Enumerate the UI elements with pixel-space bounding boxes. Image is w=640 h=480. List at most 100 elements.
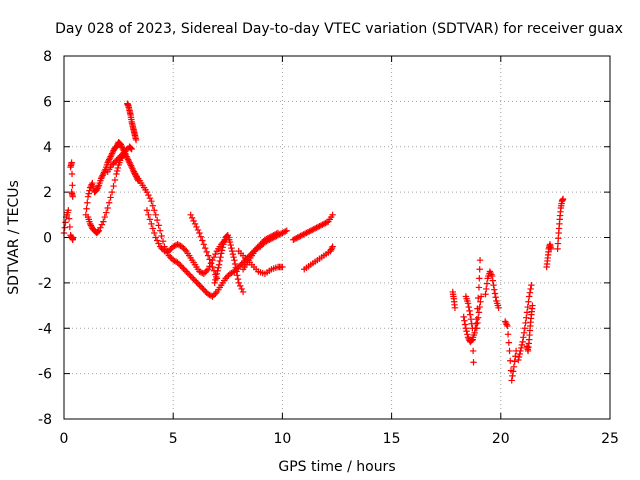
data-point [307,227,314,234]
data-point [103,209,110,216]
data-point [235,279,242,287]
data-point [196,229,203,237]
chart-title: Day 028 of 2023, Sidereal Day-to-day VTE… [55,21,623,37]
data-point [238,260,245,268]
data-point [467,315,475,323]
data-point [477,298,484,305]
data-point [463,328,470,335]
data-point [512,353,519,360]
data-point [258,239,266,246]
data-point [145,211,152,219]
data-point [207,260,215,267]
data-point [521,325,529,332]
series-sat-track-21 [515,281,535,364]
data-point [155,240,162,247]
data-point [475,294,482,302]
data-point [492,294,499,301]
data-point [218,247,226,254]
data-point [193,223,200,231]
data-point [69,234,76,241]
data-point [69,182,76,189]
series-sat-track-2 [67,159,76,200]
data-point [200,270,207,277]
data-point [152,234,159,241]
data-point [216,257,223,265]
data-point [495,304,502,312]
data-point [526,289,534,296]
data-point [270,232,277,239]
data-point [328,244,336,252]
data-point [212,271,219,278]
data-point [520,334,527,341]
data-point [509,368,517,375]
data-point [231,260,239,268]
data-point [191,220,199,228]
data-point [215,264,222,271]
data-point [279,263,286,271]
data-point [470,359,477,366]
data-point [317,222,325,229]
data-point [105,157,112,165]
data-point [175,241,183,249]
data-point [210,253,218,261]
data-point [547,245,555,253]
data-point [461,317,468,324]
y-tick-label: 4 [43,140,52,156]
x-tick-label: 25 [601,431,619,447]
data-point [314,223,322,231]
data-point [110,182,117,190]
data-point [117,152,124,160]
data-point [212,290,219,297]
x-tick-label: 0 [60,431,69,447]
data-point [194,280,202,287]
data-point [113,143,120,150]
data-point [303,229,310,237]
y-tick-label: -2 [38,276,52,292]
data-point [178,243,186,250]
data-point [486,268,494,275]
data-point [127,160,134,168]
data-point [510,363,518,371]
data-point [132,136,140,144]
data-point [210,267,218,274]
data-point [108,161,116,169]
data-point [519,338,526,346]
data-point [211,279,218,287]
series-sat-track-14 [301,243,336,273]
data-point [525,298,532,305]
data-point [477,293,485,300]
data-point [255,242,263,250]
data-point [467,311,474,318]
data-point [504,322,511,330]
data-point [87,220,94,228]
data-point [489,277,496,284]
data-point [233,268,240,275]
data-point [491,290,499,297]
data-point [111,176,119,184]
data-point [95,228,102,235]
data-point [468,337,475,344]
data-point [228,247,236,255]
series-sat-track-12 [239,229,282,273]
data-point [104,159,111,166]
data-point [518,341,526,349]
y-tick-label: 0 [43,231,52,247]
data-point [523,314,530,321]
data-point [461,321,469,328]
data-point [323,219,331,226]
data-point [116,154,123,161]
data-point [97,175,105,182]
data-point [475,314,482,321]
data-point [151,207,158,214]
y-tick-label: -8 [38,412,52,428]
data-point [310,225,317,233]
data-point [158,232,165,240]
data-point [100,218,107,225]
data-point [153,237,161,244]
data-point [83,205,90,212]
data-point [462,325,470,332]
data-point [465,303,472,311]
data-point [502,319,510,327]
data-point [87,222,95,229]
data-point [85,190,92,197]
